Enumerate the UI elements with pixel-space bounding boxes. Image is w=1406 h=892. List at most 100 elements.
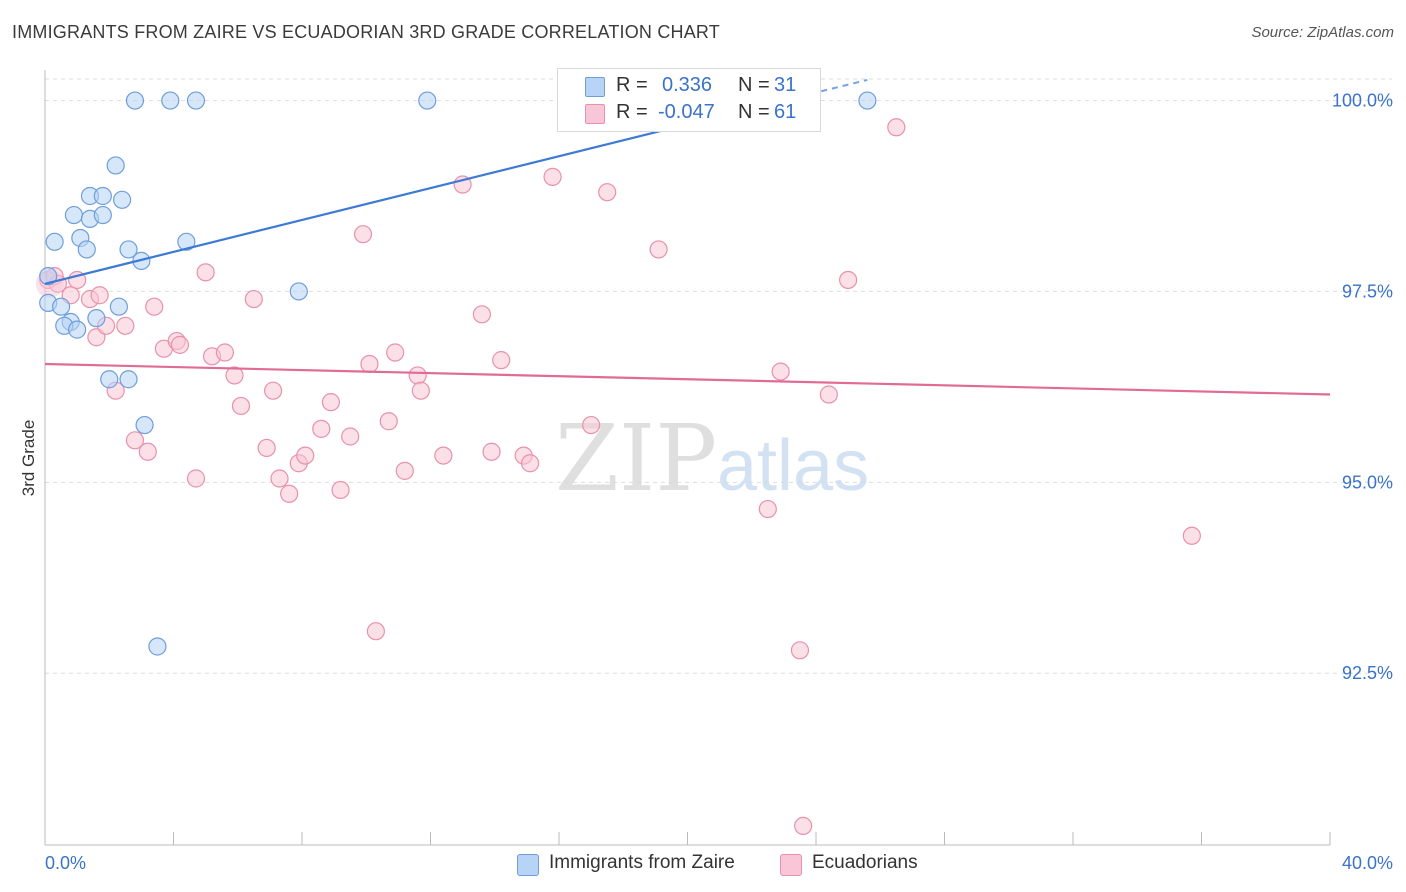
zaire-point <box>119 240 138 259</box>
ecuadorians-point <box>215 343 234 362</box>
ecuadorians-point <box>312 419 331 438</box>
zaire-trend-line <box>44 103 769 285</box>
ecuadorians-point <box>257 438 276 458</box>
ecuadorians-point <box>186 469 206 488</box>
ecuadorians-point <box>408 366 427 385</box>
ecuadorians-point <box>1182 526 1201 545</box>
y-tick-label: 95.0% <box>1342 472 1393 492</box>
y-tick-label: 100.0% <box>1332 91 1393 111</box>
ecuadorians-point <box>887 118 906 137</box>
legend-row-zaire: R = 0.336 N = 31 <box>558 74 820 100</box>
zaire-point <box>109 297 128 316</box>
zaire-point <box>148 637 167 656</box>
ecuadorians-point <box>395 461 414 480</box>
zaire-point <box>289 282 308 301</box>
zaire-point <box>64 205 84 225</box>
zaire-point <box>93 186 112 206</box>
ecuadorians-point <box>321 393 341 412</box>
source-label: Source: ZipAtlas.com <box>1251 24 1394 41</box>
zaire-point <box>93 205 112 225</box>
y-tick-label: 97.5% <box>1342 281 1393 301</box>
y-tick-label: 92.5% <box>1342 663 1393 683</box>
ecuadorians-point <box>196 263 215 282</box>
trend-lines <box>44 78 1331 396</box>
legend-n-label: N = <box>738 101 770 123</box>
bottom-legend-swatch-pink <box>780 854 802 876</box>
ecuadorians-point <box>819 385 838 404</box>
ecuadorians-point <box>411 381 430 400</box>
tick-labels: 92.5% 95.0% 97.5% 100.0% 0.0% 40.0% <box>45 91 1393 873</box>
zaire-point <box>177 232 196 251</box>
ecuadorians-point <box>331 480 350 500</box>
ecuadorians-point <box>231 396 251 416</box>
ecuadorians-point <box>386 343 405 362</box>
ecuadorians-point <box>758 499 777 519</box>
zaire-point <box>418 91 437 110</box>
zaire-point <box>119 370 138 389</box>
ecuadorians-point <box>790 641 810 660</box>
legend-swatch-blue <box>585 77 605 97</box>
x-tick-label: 0.0% <box>45 853 86 873</box>
ecuadorians-point <box>296 446 315 465</box>
zaire-points <box>39 91 877 656</box>
zaire-point <box>100 370 119 389</box>
zaire-point <box>858 91 877 110</box>
ecuadorians-point <box>543 167 562 186</box>
ecuadorians-point <box>582 415 601 435</box>
ecuadorians-point <box>520 454 540 473</box>
ecuadorians-point <box>771 362 790 381</box>
bottom-legend-label: Ecuadorians <box>812 852 918 873</box>
ecuadorians-point <box>649 240 668 259</box>
legend-r-value: 0.336 <box>662 74 713 96</box>
ecuadorians-point <box>270 469 289 488</box>
ecuadorians-point <box>225 366 244 385</box>
ecuadorians-point <box>492 351 511 370</box>
ecuadorians-point <box>482 442 501 461</box>
ecuadorians-point <box>125 431 145 450</box>
ecuadorians-point <box>244 289 263 309</box>
zaire-point <box>39 267 58 286</box>
ecuadorians-point <box>353 225 373 244</box>
zaire-point <box>125 91 145 110</box>
stats-legend: R = 0.336 N = 31 R = -0.047 N = 61 <box>557 68 821 132</box>
ecuadorians-point <box>170 335 190 354</box>
ecuadorians-point <box>341 427 360 446</box>
ecuadorians-point <box>379 412 398 431</box>
ecuadorians-point <box>145 297 164 316</box>
x-tick-label: 40.0% <box>1342 853 1393 873</box>
ecuadorians-point <box>263 381 283 400</box>
watermark-zip: ZIP <box>555 405 717 512</box>
axes <box>44 70 1331 846</box>
legend-r-label: R = <box>616 74 648 96</box>
zaire-point <box>45 232 64 251</box>
legend-r-value: -0.047 <box>658 101 715 123</box>
watermark-atlas: atlas <box>717 426 869 506</box>
bottom-legend: Immigrants from Zaire Ecuadorians <box>0 852 1406 878</box>
ecuadorians-point <box>116 316 135 335</box>
zaire-point <box>51 297 71 316</box>
ecuadorians-trend-line <box>44 362 1331 396</box>
legend-row-ecuadorians: R = -0.047 N = 61 <box>558 101 820 127</box>
legend-n-value: 31 <box>774 74 797 96</box>
ecuadorians-point <box>434 446 453 465</box>
bottom-legend-swatch-blue <box>517 854 539 876</box>
ecuadorians-point <box>90 286 109 305</box>
legend-swatch-pink <box>585 104 605 124</box>
ecuadorians-point <box>280 484 299 503</box>
ecuadorians-point <box>794 816 813 836</box>
legend-r-label: R = <box>616 101 648 123</box>
zaire-point <box>186 91 206 110</box>
zaire-point <box>135 415 154 435</box>
zaire-point <box>87 309 106 328</box>
legend-n-value: 61 <box>774 101 797 123</box>
zaire-point <box>112 190 132 209</box>
ecuadorians-point <box>598 183 617 202</box>
zaire-point <box>77 240 96 259</box>
ecuadorians-point <box>360 354 379 374</box>
zaire-point <box>161 91 180 110</box>
zaire-point <box>106 156 125 175</box>
ecuadorians-point <box>138 442 157 461</box>
legend-n-label: N = <box>738 74 770 96</box>
ecuadorians-point <box>472 305 491 324</box>
